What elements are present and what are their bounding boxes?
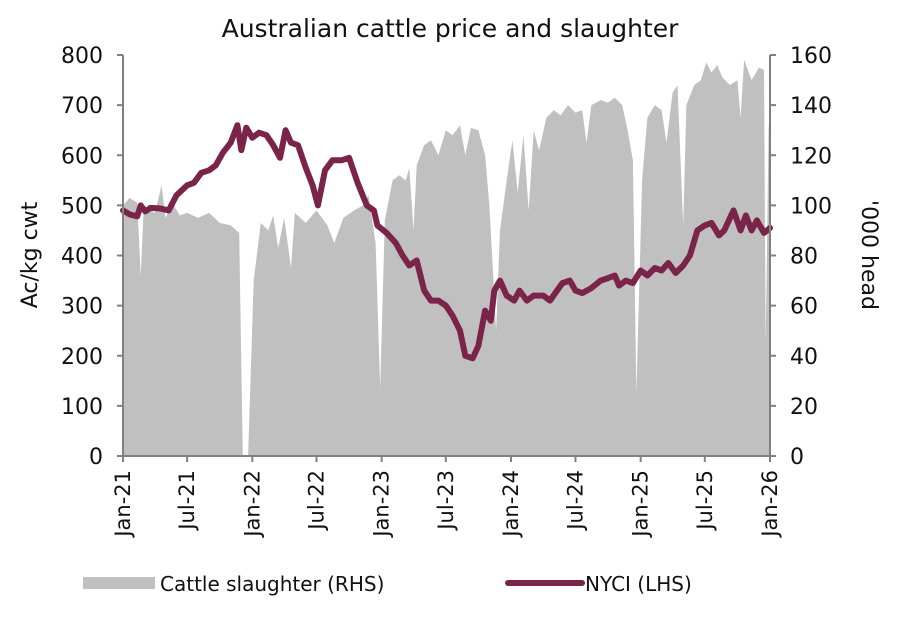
chart-title: Australian cattle price and slaughter (222, 14, 679, 43)
x-tick-label: Jan-21 (111, 470, 135, 539)
nyci-line-layer (120, 122, 773, 362)
slaughter-area-layer (123, 60, 770, 456)
x-tick-label: Jan-24 (499, 470, 523, 539)
y-left-tick-label: 500 (61, 194, 103, 219)
y-right-tick-label: 60 (790, 295, 818, 320)
y-right-tick-label: 0 (790, 445, 804, 470)
y-left-tick-label: 800 (61, 44, 103, 69)
x-tick-label: Jan-22 (240, 470, 264, 539)
y-right-tick-label: 40 (790, 345, 818, 370)
x-tick-label: Jul-22 (304, 470, 328, 532)
y-left-axis-title: Ac/kg cwt (18, 201, 43, 308)
x-tick-label: Jul-25 (693, 470, 717, 532)
y-right-tick-label: 20 (790, 395, 818, 420)
y-right-tick-label: 120 (790, 144, 832, 169)
legend-label-nyci: NYCI (LHS) (585, 572, 692, 596)
legend-label-slaughter: Cattle slaughter (RHS) (160, 572, 384, 596)
y-right-tick-label: 140 (790, 94, 832, 119)
y-left-tick-label: 100 (61, 395, 103, 420)
x-tick-label: Jul-23 (434, 470, 458, 532)
axes: 0 100 200 300 400 500 600 700 800 0 20 40 60 80 100 120… (61, 44, 832, 539)
y-left-tick-label: 300 (61, 295, 103, 320)
y-left-tick-label: 600 (61, 144, 103, 169)
nyci-line (120, 122, 773, 362)
x-tick-label: Jan-25 (629, 470, 653, 539)
legend-swatch-slaughter (83, 577, 155, 589)
y-left-tick-label: 400 (61, 245, 103, 270)
y-left-tick-label: 0 (89, 445, 103, 470)
x-tick-label: Jul-24 (563, 470, 587, 532)
x-tick-label: Jan-26 (758, 470, 782, 539)
y-left-tick-label: 700 (61, 94, 103, 119)
y-right-tick-label: 100 (790, 194, 832, 219)
x-tick-label: Jan-23 (370, 470, 394, 539)
y-right-tick-label: 80 (790, 245, 818, 270)
y-right-tick-label: 160 (790, 44, 832, 69)
y-left-tick-label: 200 (61, 345, 103, 370)
y-right-axis-title: '000 head (856, 200, 881, 310)
legend: Cattle slaughter (RHS) NYCI (LHS) (83, 572, 692, 596)
slaughter-area (123, 60, 770, 456)
x-tick-label: Jul-21 (175, 470, 199, 532)
